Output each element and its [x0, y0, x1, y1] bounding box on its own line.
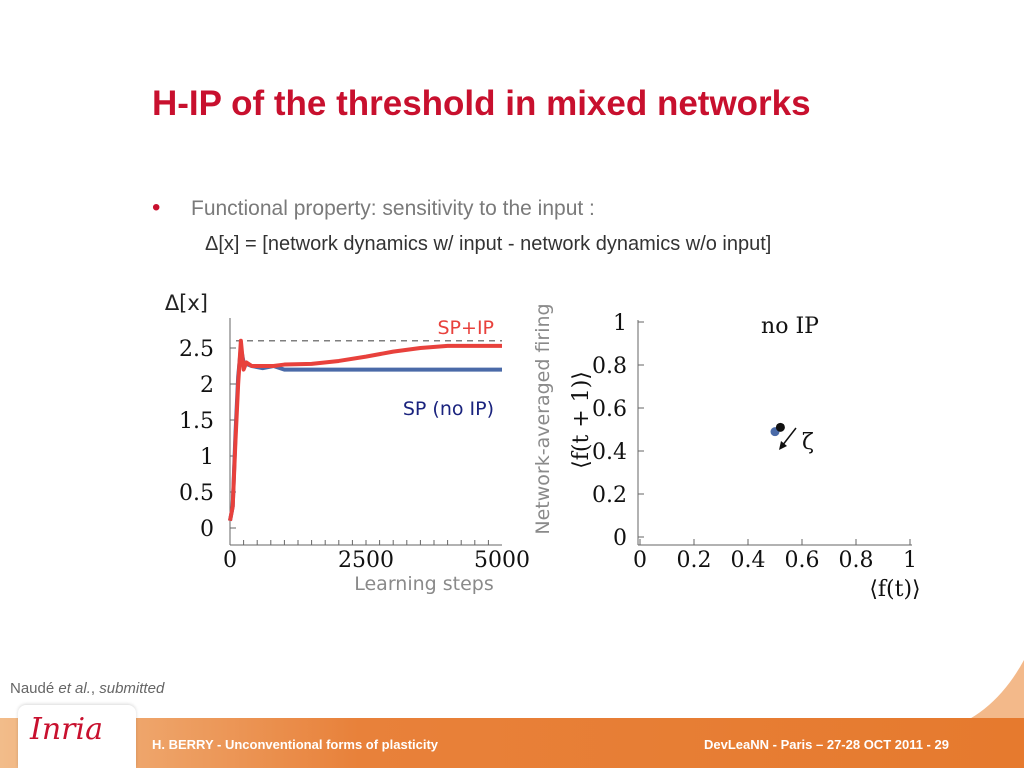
- chart1-y-tick-label: 0: [200, 517, 214, 542]
- footer-right-text: DevLeaNN - Paris – 27-28 OCT 2011 - 29: [704, 737, 949, 752]
- series-sp-ip-line: [228, 338, 502, 522]
- chart2-y-tick-label: 0.6: [592, 397, 627, 422]
- slide-title: H-IP of the threshold in mixed networks: [152, 84, 811, 123]
- chart2-y-tick-label: 1: [613, 311, 627, 336]
- chart1-y-ticks: 0 0.5 1 1.5 2 2.5: [179, 337, 236, 542]
- chart2-x-tick-label: 0.4: [731, 548, 766, 573]
- chart2-point-1: [775, 422, 785, 432]
- citation-etal: et al.: [58, 680, 91, 697]
- chart2-x-tick-label: 0.8: [839, 548, 874, 573]
- chart1-x-tick-label: 2500: [338, 548, 394, 573]
- chart1-y-label: Δ[x]: [165, 291, 208, 315]
- citation-comma: ,: [90, 680, 100, 697]
- sub-bullet-text: Δ[x] = [network dynamics w/ input - netw…: [205, 233, 772, 255]
- inria-logo: Inria: [30, 712, 103, 747]
- charts-canvas: 0 0.5 1 1.5 2 2.5 0 2500 5000 Δ[x] Learning ste…: [165, 291, 921, 602]
- chart2-y-secondary-label: Network-averaged firing: [532, 303, 554, 534]
- logo-box: [18, 705, 136, 768]
- chart2-x-tick-label: 0.2: [677, 548, 712, 573]
- legend-sp-no-ip: SP (no IP): [403, 398, 494, 420]
- chart2-y-tick-label: 0.8: [592, 354, 627, 379]
- learning-chart: 0 0.5 1 1.5 2 2.5 0 2500 5000 Δ[x] Learning ste…: [165, 291, 530, 595]
- citation: Naudé et al., submitted: [10, 680, 164, 697]
- return-map-chart: 0 0.2 0.4 0.6 0.8 1 0 0.2 0.4 0.6 0.8 1 no IP ⟨f(t…: [532, 303, 921, 602]
- citation-status: submitted: [99, 680, 165, 697]
- chart1-y-tick-label: 1.5: [179, 409, 214, 434]
- chart1-x-label: Learning steps: [354, 573, 494, 595]
- chart2-x-ticks: 0 0.2 0.4 0.6 0.8 1: [633, 539, 917, 573]
- chart2-y-label: ⟨f(t + 1)⟩: [569, 371, 594, 469]
- chart2-x-tick-label: 0.6: [785, 548, 820, 573]
- footer-wave-decoration: [944, 660, 1024, 730]
- chart1-y-tick-label: 0.5: [179, 481, 214, 506]
- chart1-x-ticks: 0 2500 5000: [223, 540, 530, 573]
- chart2-x-tick-label: 1: [903, 548, 917, 573]
- footer-bar: [0, 718, 1024, 768]
- chart2-points: [770, 422, 785, 437]
- zeta-arrowhead: [779, 441, 787, 450]
- legend-sp-ip: SP+IP: [438, 317, 495, 339]
- chart2-y-tick-label: 0: [613, 526, 627, 551]
- citation-author: Naudé: [10, 680, 59, 697]
- chart1-x-tick-label: 0: [223, 548, 237, 573]
- bullet-text: Functional property: sensitivity to the …: [191, 197, 595, 220]
- chart2-x-label: ⟨f(t)⟩: [869, 577, 920, 602]
- chart2-y-tick-label: 0.2: [592, 483, 627, 508]
- footer-left-text: H. BERRY - Unconventional forms of plast…: [152, 737, 439, 752]
- chart1-y-tick-label: 2: [200, 373, 214, 398]
- chart2-title: no IP: [761, 314, 819, 339]
- chart1-y-tick-label: 1: [200, 445, 214, 470]
- chart2-y-tick-label: 0.4: [592, 440, 627, 465]
- chart1-x-tick-label: 5000: [474, 548, 530, 573]
- series-sp-no-ip-line: [228, 346, 502, 522]
- chart2-y-ticks: 0 0.2 0.4 0.6 0.8 1: [592, 311, 644, 551]
- chart2-x-tick-label: 0: [633, 548, 647, 573]
- zeta-annotation: ζ: [802, 430, 814, 455]
- bullet-marker: •: [152, 194, 161, 221]
- chart1-y-tick-label: 2.5: [179, 337, 214, 362]
- zeta-arrow: [781, 427, 797, 447]
